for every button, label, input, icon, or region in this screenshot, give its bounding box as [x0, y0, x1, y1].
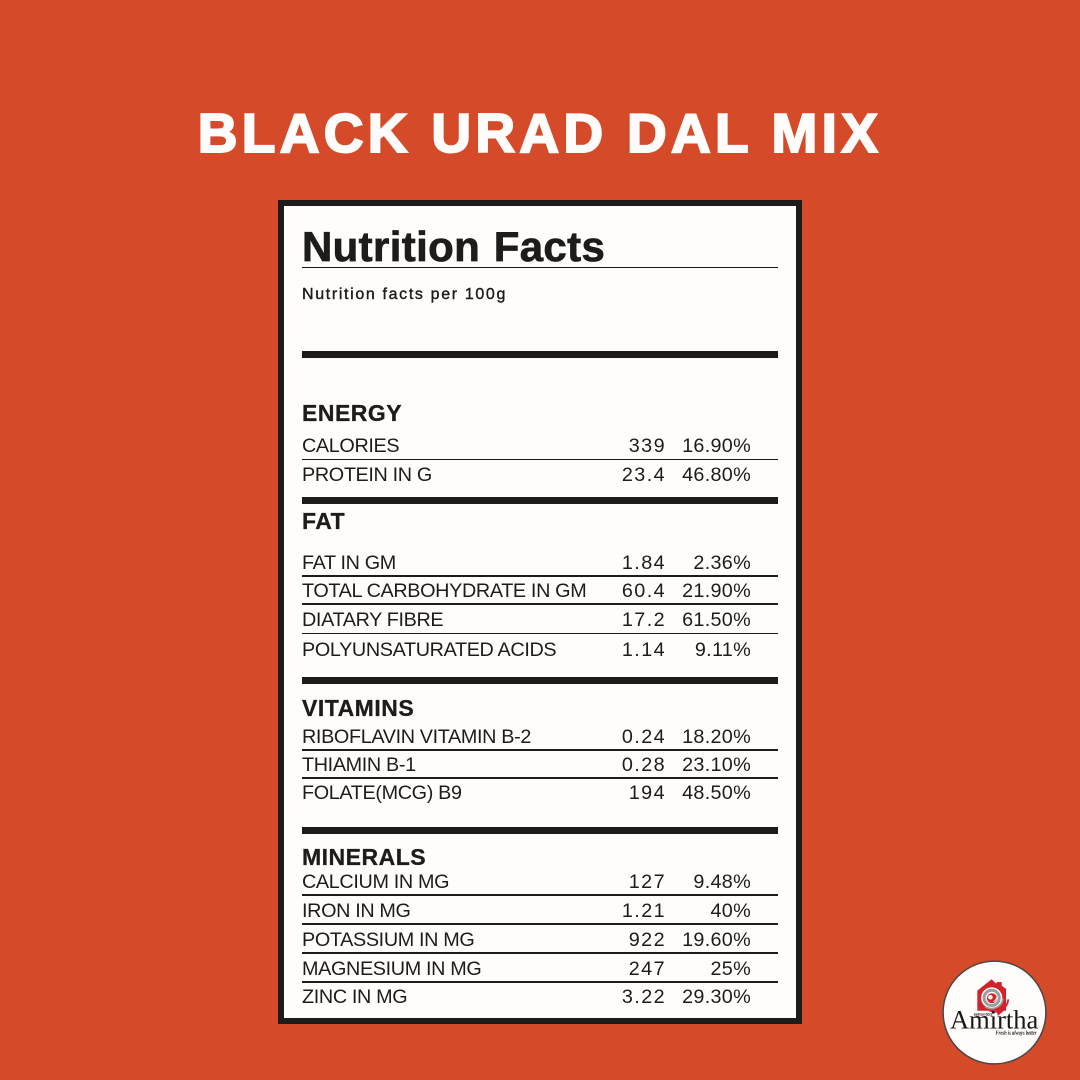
svg-text:AMIRTHA FOODS: AMIRTHA FOODS [974, 1013, 993, 1017]
svg-text:Amirtha: Amirtha [950, 1004, 1039, 1034]
svg-text:Fresh is always better: Fresh is always better [995, 1030, 1036, 1037]
